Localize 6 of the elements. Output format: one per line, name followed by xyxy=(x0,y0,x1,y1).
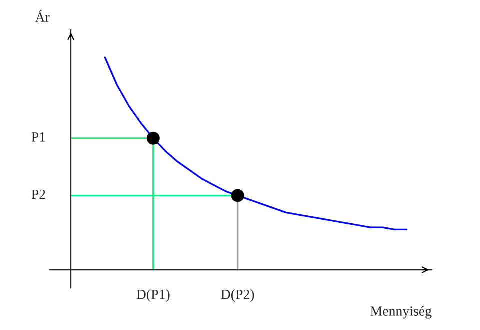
y-axis-title: Ár xyxy=(35,10,50,22)
x-tick-label: D(P2) xyxy=(221,289,254,302)
text: P2 xyxy=(32,190,46,200)
x-axis-title: Mennyiség xyxy=(370,306,432,319)
text: P1 xyxy=(32,132,46,142)
x-tick-label: D(P1) xyxy=(136,289,170,302)
